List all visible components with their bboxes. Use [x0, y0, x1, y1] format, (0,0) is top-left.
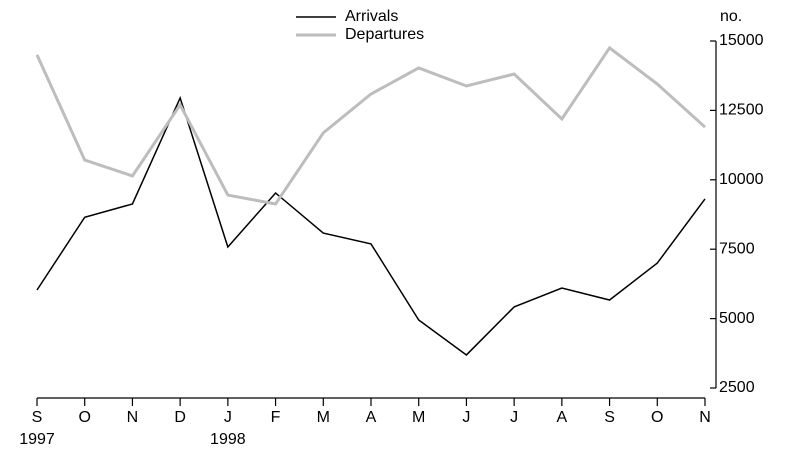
- x-tick-label: J: [224, 409, 232, 426]
- x-tick-label: M: [317, 409, 330, 426]
- x-tick-label: A: [557, 409, 568, 426]
- x-tick-label: J: [510, 409, 518, 426]
- x-tick-label: S: [32, 409, 43, 426]
- y-tick-label: 12500: [719, 102, 764, 119]
- series-line: [36, 95, 706, 356]
- x-tick-label: A: [366, 409, 377, 426]
- x-tick-label: O: [78, 409, 90, 426]
- x-tick-label: N: [699, 409, 711, 426]
- year-label: 1997: [19, 431, 55, 448]
- y-tick-label: 15000: [719, 32, 764, 49]
- y-tick-label: 2500: [719, 379, 755, 396]
- x-tick-label: F: [271, 409, 281, 426]
- y-tick-label: 10000: [719, 171, 764, 188]
- x-tick-label: D: [174, 409, 186, 426]
- legend-label: Departures: [345, 26, 424, 43]
- x-tick-label: J: [462, 409, 470, 426]
- legend-label: Arrivals: [345, 8, 398, 25]
- y-axis-unit: no.: [720, 8, 742, 25]
- x-tick-label: M: [412, 409, 425, 426]
- y-tick-label: 5000: [719, 310, 755, 327]
- x-tick-label: O: [651, 409, 663, 426]
- y-tick-label: 7500: [719, 240, 755, 257]
- x-tick-label: S: [604, 409, 615, 426]
- series-line: [35, 45, 707, 206]
- x-tick-label: N: [127, 409, 139, 426]
- year-label: 1998: [210, 431, 246, 448]
